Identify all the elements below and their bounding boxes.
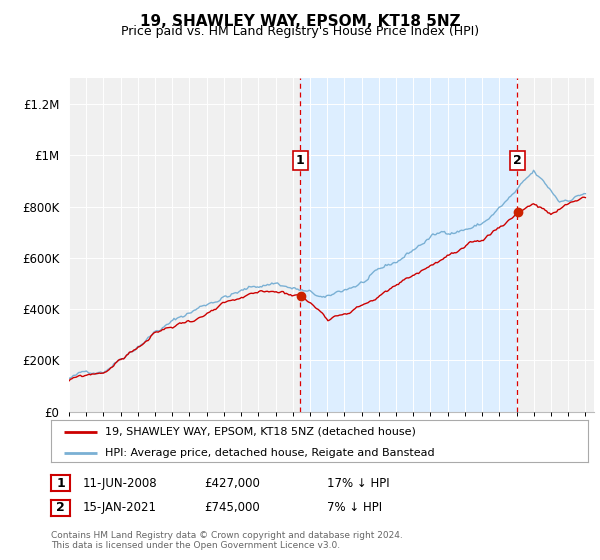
- Text: £745,000: £745,000: [204, 501, 260, 515]
- Text: 1: 1: [296, 154, 305, 167]
- Text: 15-JAN-2021: 15-JAN-2021: [83, 501, 157, 515]
- Text: 2: 2: [513, 154, 521, 167]
- Text: 19, SHAWLEY WAY, EPSOM, KT18 5NZ (detached house): 19, SHAWLEY WAY, EPSOM, KT18 5NZ (detach…: [105, 427, 416, 437]
- Text: 7% ↓ HPI: 7% ↓ HPI: [327, 501, 382, 515]
- Text: Contains HM Land Registry data © Crown copyright and database right 2024.
This d: Contains HM Land Registry data © Crown c…: [51, 531, 403, 550]
- Text: 11-JUN-2008: 11-JUN-2008: [83, 477, 157, 490]
- Text: £427,000: £427,000: [204, 477, 260, 490]
- Text: 1: 1: [56, 477, 65, 490]
- Bar: [301, 78, 517, 412]
- Text: 19, SHAWLEY WAY, EPSOM, KT18 5NZ: 19, SHAWLEY WAY, EPSOM, KT18 5NZ: [140, 14, 460, 29]
- Text: 2: 2: [56, 501, 65, 515]
- Text: 17% ↓ HPI: 17% ↓ HPI: [327, 477, 389, 490]
- Text: HPI: Average price, detached house, Reigate and Banstead: HPI: Average price, detached house, Reig…: [105, 448, 434, 458]
- Text: Price paid vs. HM Land Registry's House Price Index (HPI): Price paid vs. HM Land Registry's House …: [121, 25, 479, 38]
